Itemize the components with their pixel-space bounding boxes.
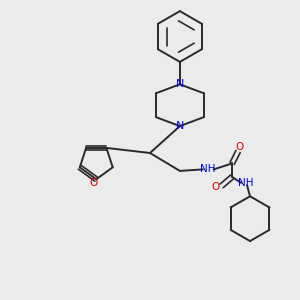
Text: O: O: [212, 182, 220, 192]
Text: O: O: [89, 178, 98, 188]
Text: N: N: [176, 121, 184, 131]
Text: O: O: [236, 142, 244, 152]
Text: N: N: [176, 79, 184, 89]
Text: NH: NH: [238, 178, 253, 188]
Text: NH: NH: [200, 164, 216, 174]
